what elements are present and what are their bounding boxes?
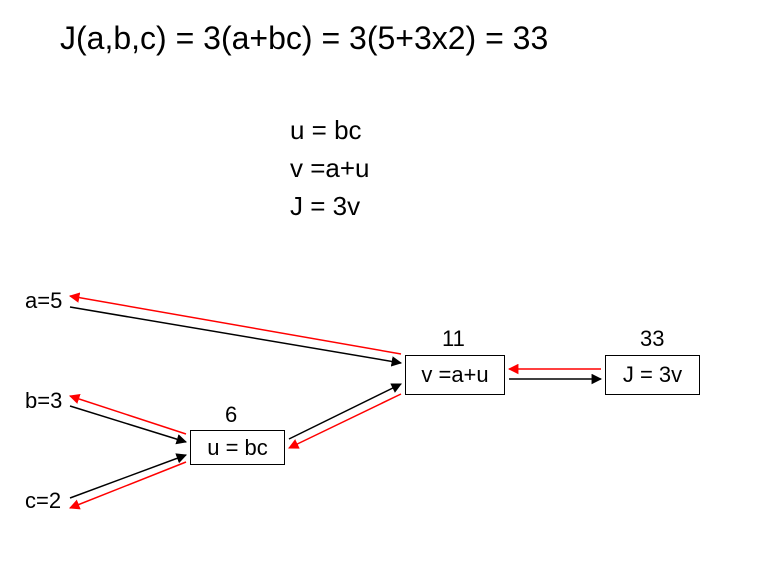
backward-edge [70, 462, 186, 508]
node-u: u = bc [190, 430, 285, 465]
backward-edge [70, 296, 401, 354]
input-c-label: c=2 [25, 488, 61, 514]
equation-u: u = bc [290, 115, 362, 146]
node-j-value: 33 [640, 326, 664, 352]
forward-edge [70, 455, 186, 498]
backward-edge [289, 394, 401, 448]
node-j-label: J = 3v [623, 362, 682, 388]
forward-edges [70, 307, 601, 498]
forward-edge [289, 384, 401, 439]
node-v: v =a+u [405, 355, 505, 395]
equation-v: v =a+u [290, 153, 370, 184]
node-u-label: u = bc [207, 435, 268, 461]
forward-edge [70, 307, 401, 363]
backward-edge [70, 396, 186, 434]
input-b-label: b=3 [25, 388, 62, 414]
input-a-label: a=5 [25, 288, 62, 314]
forward-edge [70, 406, 186, 442]
formula-title: J(a,b,c) = 3(a+bc) = 3(5+3x2) = 33 [60, 20, 548, 57]
node-v-label: v =a+u [421, 362, 488, 388]
equation-j: J = 3v [290, 191, 360, 222]
computation-graph-arrows [0, 0, 764, 569]
node-v-value: 11 [442, 326, 465, 352]
node-j: J = 3v [605, 355, 700, 395]
node-u-value: 6 [225, 402, 237, 428]
backward-edges [70, 296, 601, 508]
